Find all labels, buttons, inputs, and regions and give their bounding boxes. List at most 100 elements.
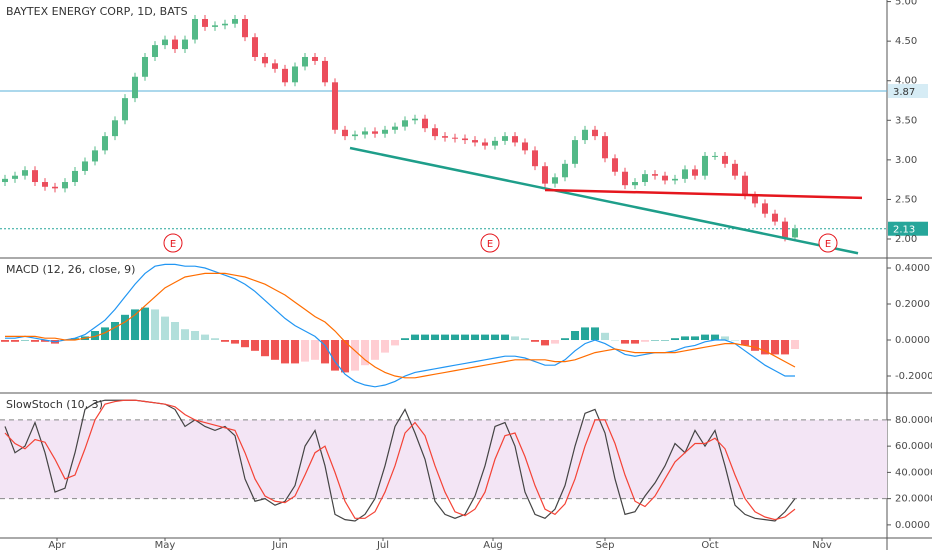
y-tick-label: 5.00 (895, 0, 917, 8)
histogram-bar (181, 329, 189, 341)
y-tick-label: 0.0000 (895, 520, 930, 531)
histogram-bar (631, 340, 639, 344)
histogram-bar (791, 340, 799, 350)
candle-body (722, 155, 728, 164)
histogram-bar (111, 322, 119, 341)
candle-body (192, 18, 198, 40)
histogram-bar (311, 340, 319, 360)
x-tick-label: Nov (812, 540, 832, 550)
candle-body (2, 178, 8, 183)
candle-body (82, 161, 88, 171)
histogram-bar (481, 334, 489, 341)
histogram-bar (71, 338, 79, 341)
histogram-bar (431, 334, 439, 341)
candle-body (412, 118, 418, 121)
y-tick-label: 4.50 (895, 36, 917, 47)
candle-body (472, 140, 478, 143)
earnings-label: E (170, 239, 176, 250)
histogram-bar (721, 336, 729, 341)
histogram-bar (521, 338, 529, 341)
earnings-marker (163, 233, 183, 253)
histogram-bar (411, 334, 419, 341)
histogram-bar (1, 340, 9, 342)
price-label-box (888, 221, 928, 236)
histogram-bar (351, 340, 359, 371)
x-tick-label: Sep (596, 540, 615, 550)
histogram-bar (291, 340, 299, 364)
histogram-bar (511, 336, 519, 341)
histogram-bar (91, 331, 99, 341)
earnings-marker (818, 233, 838, 253)
histogram-bar (321, 340, 329, 364)
candle-body (742, 175, 748, 196)
price-label: 2.13 (893, 225, 915, 236)
candle-body (612, 158, 618, 172)
candle-body (212, 25, 218, 27)
candle-body (372, 131, 378, 134)
candle-body (702, 155, 708, 176)
candle-body (362, 131, 368, 135)
candle-body (222, 23, 228, 26)
histogram-bar (771, 340, 779, 355)
candle-body (662, 175, 668, 181)
candle-body (672, 178, 678, 181)
earnings-label: E (825, 239, 831, 250)
price-label-box (888, 84, 928, 99)
histogram-bar (591, 327, 599, 341)
candle-body (162, 39, 168, 46)
candle-body (312, 56, 318, 61)
candle-body (302, 56, 308, 67)
histogram-bar (541, 340, 549, 346)
histogram-bar (501, 334, 509, 341)
y-tick-label: 60.0000 (895, 441, 932, 452)
histogram-bar (561, 338, 569, 341)
pane-title: BAYTEX ENERGY CORP, 1D, BATS (6, 5, 188, 18)
candle-body (442, 136, 448, 138)
candle-body (262, 56, 268, 64)
candle-body (52, 186, 58, 189)
candle-body (532, 150, 538, 167)
histogram-bar (371, 340, 379, 360)
histogram-bar (641, 340, 649, 342)
candle-body (422, 118, 428, 129)
trend-line (349, 146, 859, 255)
candle-body (592, 129, 598, 137)
histogram-bar (381, 340, 389, 353)
y-tick-label: 40.0000 (895, 467, 932, 478)
candle-body (772, 213, 778, 222)
histogram-bar (401, 338, 409, 341)
price-label: 3.87 (893, 87, 915, 98)
histogram-bar (11, 340, 19, 342)
y-tick-label: 20.0000 (895, 494, 932, 505)
candle-body (392, 126, 398, 130)
earnings-marker (480, 233, 500, 253)
x-tick-label: Aug (483, 540, 503, 550)
histogram-bar (141, 307, 149, 341)
candle-body (732, 163, 738, 176)
histogram-bar (451, 334, 459, 341)
x-tick-label: Apr (48, 540, 66, 550)
histogram-bar (271, 340, 279, 360)
candle-body (602, 136, 608, 159)
candle-body (482, 142, 488, 146)
candle-body (752, 195, 758, 204)
candle-body (382, 129, 388, 134)
histogram-bar (461, 334, 469, 341)
candle-body (242, 18, 248, 38)
candle-body (582, 129, 588, 141)
histogram-bar (531, 340, 539, 342)
histogram-bar (621, 340, 629, 344)
candle-body (112, 120, 118, 137)
candle-body (332, 82, 338, 130)
histogram-bar (161, 316, 169, 341)
y-tick-label: 2.00 (895, 234, 917, 245)
histogram-bar (701, 334, 709, 341)
candle-body (12, 175, 18, 179)
x-tick-label: Jul (376, 540, 389, 550)
histogram-bar (741, 340, 749, 346)
histogram-bar (221, 340, 229, 342)
histogram-bar (331, 340, 339, 371)
histogram-bar (191, 331, 199, 341)
histogram-bar (581, 327, 589, 341)
